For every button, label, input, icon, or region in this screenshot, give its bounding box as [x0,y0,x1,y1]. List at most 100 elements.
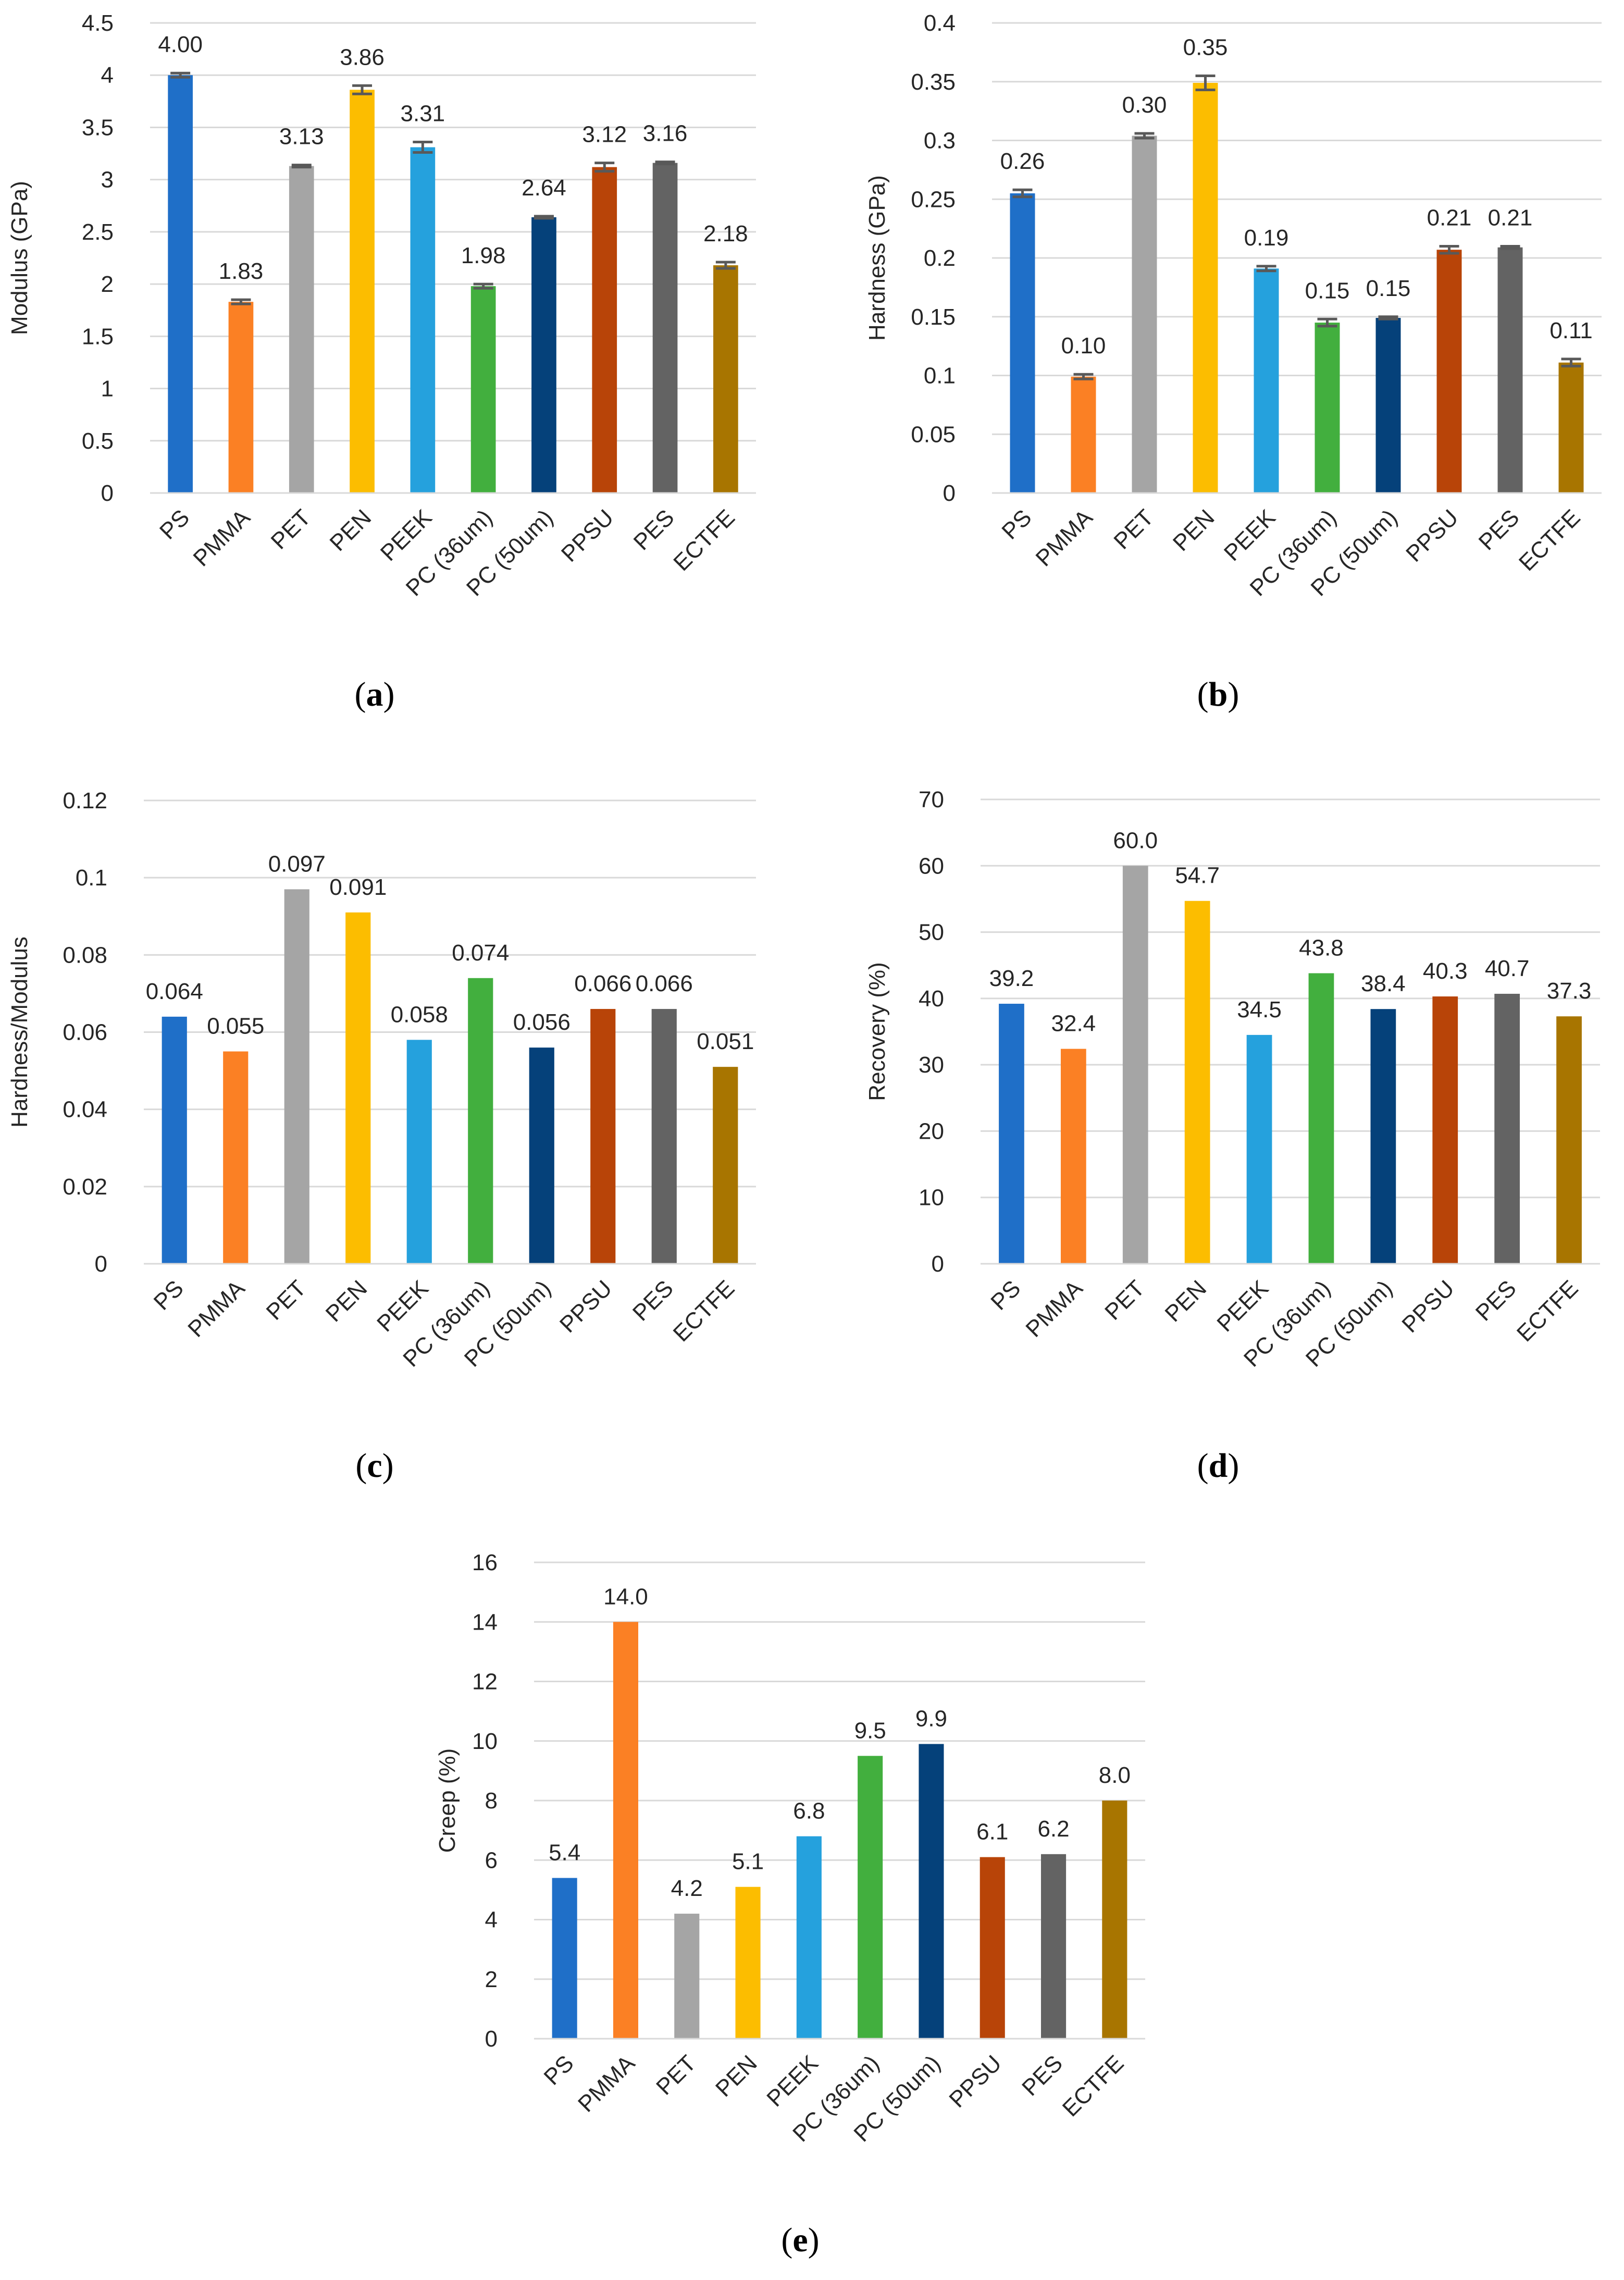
y-tick-label: 50 [919,920,944,945]
bar-pen [345,912,371,1264]
x-tick-label: PMMA [1031,504,1098,571]
y-tick-label: 6 [485,1847,498,1873]
x-tick-label: PEN [1160,1275,1212,1327]
data-label: 9.9 [915,1706,947,1731]
y-tick-label: 0.1 [76,865,107,891]
data-label: 4.2 [671,1876,703,1901]
y-tick-label: 2 [101,272,114,297]
bar-pet [289,166,314,493]
data-label: 4.00 [158,32,203,57]
data-label: 0.051 [697,1029,754,1054]
x-tick-label: ECTFE [1514,504,1585,576]
data-label: 0.21 [1488,205,1533,230]
bar-ppsu [592,167,617,493]
data-label: 60.0 [1113,828,1158,853]
data-label: 0.30 [1122,92,1167,118]
bar-pes [1497,247,1523,493]
y-tick-label: 12 [472,1669,498,1695]
bar-pc-36um- [1315,323,1340,493]
y-tick-label: 0.3 [924,128,956,154]
data-label: 0.055 [207,1014,264,1039]
bar-ps [552,1878,577,2039]
caption-open-paren: ( [355,1447,367,1485]
y-tick-label: 0.15 [911,304,956,330]
y-tick-label: 0.05 [911,422,956,447]
y-tick-label: 3 [101,167,114,193]
bar-ps [999,1004,1024,1264]
bar-pmma [1060,1049,1086,1264]
data-label: 0.066 [574,971,631,996]
x-tick-label: PES [1017,2050,1068,2101]
data-label: 40.7 [1485,956,1530,981]
y-axis-label: Hardness (GPa) [864,175,890,341]
x-tick-label: PES [628,1275,678,1326]
bar-pet [674,1914,700,2039]
bar-pc-36um- [858,1756,883,2039]
bar-pen [350,90,375,494]
data-label: 3.12 [582,122,627,147]
caption-close-paren: ) [808,2221,820,2259]
x-tick-label: PPSU [1397,1275,1459,1337]
bar-ps [168,75,193,493]
chart-e: 0 2 4 6 8 10 12 14 16 Creep (%) 5.4 PS 14.0 PMMA 4.2 PE… [435,1550,1145,2259]
bar-ppsu [1432,996,1458,1264]
data-label: 0.21 [1427,205,1472,230]
x-tick-label: PPSU [556,504,618,566]
data-label: 3.16 [643,121,688,146]
y-tick-label: 60 [919,853,944,879]
y-tick-label: 0 [101,480,114,506]
data-label: 2.64 [522,175,566,201]
bar-ectfe [1102,1801,1127,2039]
x-tick-label: PPSU [1401,504,1463,566]
x-tick-label: ECTFE [668,504,740,576]
data-label: 5.4 [549,1840,580,1866]
x-tick-label: ECTFE [1512,1275,1583,1347]
x-tick-label: PPSU [944,2050,1006,2112]
data-label: 14.0 [603,1584,648,1609]
data-label: 6.8 [793,1798,825,1824]
bar-pc-50um- [919,1744,944,2039]
data-label: 3.31 [401,101,445,127]
x-tick-label: PS [539,2050,579,2090]
y-tick-label: 10 [472,1729,498,1754]
bar-ectfe [713,265,738,493]
x-tick-label: PEN [321,1275,373,1327]
data-label: 54.7 [1175,863,1220,889]
bar-peek [1254,268,1279,493]
y-tick-label: 2.5 [82,219,114,245]
data-label: 3.13 [279,124,324,150]
caption-open-paren: ( [355,675,366,713]
bar-pc-50um- [1375,318,1401,493]
panel-caption: (b) [1197,675,1239,713]
data-label: 6.1 [976,1819,1008,1845]
y-tick-label: 16 [472,1550,498,1575]
bar-pc-36um- [468,978,493,1264]
bar-ppsu [1436,250,1462,493]
x-tick-label: PS [155,504,194,544]
data-label: 0.15 [1305,278,1350,303]
y-tick-label: 0.06 [63,1020,107,1045]
data-label: 1.83 [219,258,264,284]
chart-b: 0 0.05 0.1 0.15 0.2 0.25 0.3 0.35 0.4 Hardness (G… [864,10,1602,713]
x-tick-label: PMMA [1021,1275,1087,1342]
bar-pet [1132,135,1157,494]
data-label: 0.35 [1183,34,1228,60]
data-label: 39.2 [989,966,1034,991]
caption-letter: a [366,675,383,713]
x-tick-label: PS [986,1275,1025,1315]
bar-pes [1494,993,1520,1264]
bar-peek [406,1040,432,1264]
y-tick-label: 8 [485,1788,498,1814]
x-tick-label: ECTFE [668,1275,740,1347]
bar-pc-36um- [470,286,496,493]
caption-close-paren: ) [1228,1447,1239,1485]
bar-pet [1122,866,1148,1264]
x-tick-label: PET [1100,1275,1149,1325]
y-tick-label: 3.5 [82,115,114,140]
panel-caption: (c) [355,1447,393,1485]
x-tick-label: PEN [1168,504,1220,556]
y-tick-label: 1.5 [82,324,114,349]
data-label: 0.19 [1244,225,1289,251]
bar-pmma [613,1622,638,2039]
bar-pen [1184,901,1210,1264]
